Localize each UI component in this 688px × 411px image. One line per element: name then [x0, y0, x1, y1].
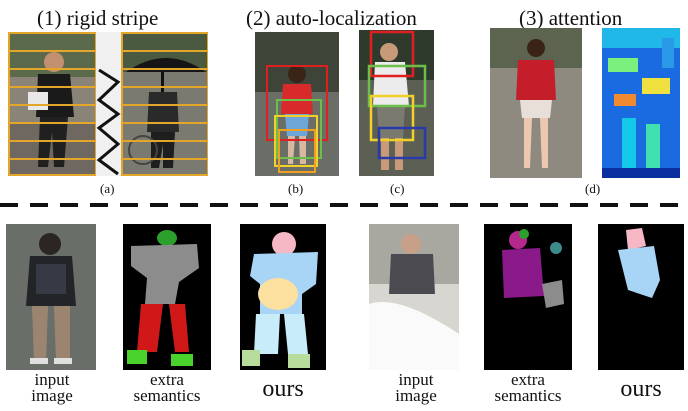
subcaption-c: (c)	[390, 181, 405, 196]
ours-parsing-map-2	[598, 224, 684, 370]
caption-extra-semantics-1-line2: semantics	[133, 386, 201, 405]
caption-extra-semantics-1-line1: extra	[150, 370, 184, 389]
caption-input-image-2-line2: image	[395, 386, 437, 405]
attention-person-image	[490, 28, 582, 178]
caption-input-image-1: input image	[10, 370, 94, 405]
auto-localization-image-c	[359, 30, 434, 176]
caption-ours-2: ours	[620, 376, 662, 402]
input-image-2	[369, 224, 459, 370]
header-attention: (3) attention	[519, 6, 623, 30]
caption-extra-semantics-2-line1: extra	[511, 370, 545, 389]
header-rigid-stripe: (1) rigid stripe	[37, 6, 159, 30]
extra-semantics-map-2	[484, 224, 572, 370]
caption-extra-semantics-1: extra semantics	[114, 370, 220, 405]
caption-input-image-2: input image	[374, 370, 458, 405]
attention-heatmap	[602, 28, 680, 178]
header-auto-localization: (2) auto-localization	[246, 6, 417, 30]
rigid-stripe-image-right	[121, 32, 208, 176]
caption-ours-1: ours	[262, 376, 304, 402]
caption-extra-semantics-2-line2: semantics	[494, 386, 562, 405]
extra-semantics-map-1	[123, 224, 211, 370]
rigid-stripe-image-left	[8, 32, 96, 176]
auto-localization-image-b	[255, 32, 339, 176]
caption-input-image-1-line1: input	[34, 370, 70, 389]
ours-parsing-map-1	[240, 224, 326, 370]
subcaption-d: (d)	[585, 181, 601, 196]
caption-extra-semantics-2: extra semantics	[475, 370, 581, 405]
caption-input-image-2-line1: input	[398, 370, 434, 389]
subcaption-b: (b)	[288, 181, 304, 196]
section-divider	[0, 203, 688, 207]
input-image-1	[6, 224, 96, 370]
subcaption-a: (a)	[100, 181, 115, 196]
stripe-divider-zigzag	[96, 32, 121, 176]
caption-input-image-1-line2: image	[31, 386, 73, 405]
